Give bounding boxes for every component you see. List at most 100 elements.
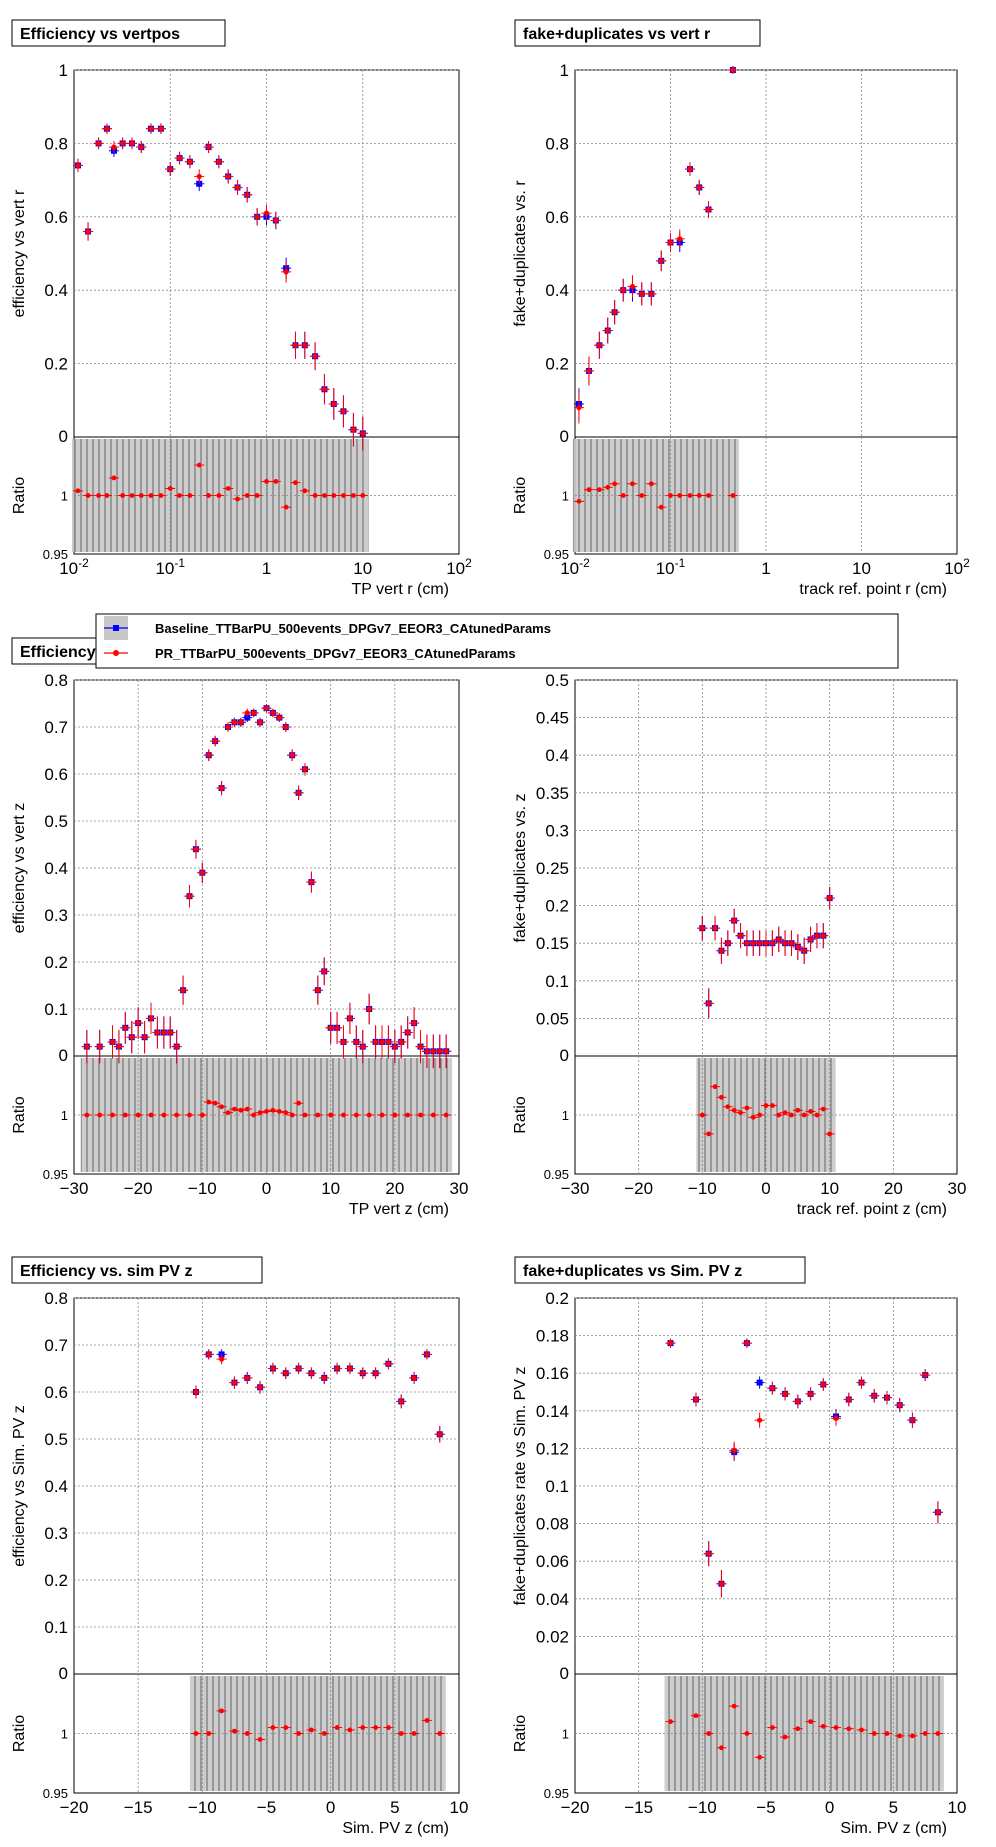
panel3-ytick-label: 0.5: [44, 812, 68, 831]
panel3-ratio-point: [405, 1112, 411, 1118]
panel1-series2-point: [321, 386, 328, 392]
panel1-xtick-label: 102: [446, 556, 472, 578]
panel1-series2-point: [244, 192, 250, 198]
panel1-ratio-point: [312, 493, 318, 498]
panel1-ratio-point: [75, 488, 81, 494]
panel5: 0.1 0.2 0.3 0.4 0.5 0.6 0.7 0.8 0 0.95 1 −20 −15 −10 −…: [11, 1256, 468, 1837]
panel6-series2-point: [922, 1372, 928, 1378]
panel5-ratio-point: [206, 1731, 212, 1736]
panel5-ytick-label: 0.6: [44, 1383, 68, 1402]
panel1-ytick-label: 1: [59, 61, 68, 80]
panel6-ratio-point: [757, 1754, 763, 1760]
panel6-ytick-label: 0.18: [536, 1327, 569, 1346]
panel2-series2-point: [612, 309, 618, 315]
panel1-xtick-label: 10-1: [155, 556, 185, 578]
panel6-ratio-ylabel: Ratio: [512, 1715, 529, 1752]
panel3-ratio-point: [135, 1112, 141, 1118]
panel3-series2-point: [417, 1044, 424, 1050]
panel6-series2-point: [833, 1415, 839, 1421]
panel3-series2-point: [360, 1044, 366, 1050]
panel4-series2-point: [827, 895, 833, 901]
panel6-series2-point: [884, 1395, 890, 1401]
panel4-xtick-label: 30: [948, 1179, 967, 1198]
panel3-series2-point: [186, 893, 193, 899]
panel1-ylabel: efficiency vs vert r: [11, 189, 28, 317]
panel3-xtick-label: 10: [321, 1179, 340, 1198]
panel4-xtick-label: 10: [820, 1179, 839, 1198]
panel3-ratio-point: [161, 1112, 167, 1118]
panel1-ratio-point: [177, 493, 182, 498]
panel3-series2-point: [225, 724, 231, 730]
panel5-ratio-point: [437, 1731, 443, 1736]
panel5-xtick-label: 5: [390, 1798, 399, 1817]
panel5-xtick-label: 0: [326, 1798, 335, 1817]
panel6-ratio-point: [782, 1734, 788, 1740]
panel1-series2-point: [196, 173, 202, 180]
panel3-series2-point: [180, 987, 186, 993]
panel6-xtick-label: −15: [624, 1798, 653, 1817]
panel2-ratio-point: [687, 493, 693, 498]
panel3-ratio-point: [264, 1109, 269, 1114]
panel3-series2-point: [315, 987, 321, 993]
panel3-series2-point: [398, 1039, 404, 1045]
panel1-series2-point: [273, 217, 279, 224]
panel1-series2-point: [254, 214, 260, 220]
panel1-ratio-point: [264, 479, 269, 484]
panel3-ratio-point: [379, 1112, 385, 1118]
panel3-series2-point: [97, 1044, 103, 1050]
panel3-ratio-point: [219, 1104, 224, 1110]
panel2-ytick-label: 0.4: [545, 281, 569, 300]
panel5-ytick-label: 0.3: [44, 1524, 68, 1543]
panel3-xtick-label: 20: [385, 1179, 404, 1198]
panel3-ratio-point: [257, 1110, 263, 1116]
panel5-ratio-point: [232, 1728, 237, 1734]
panel4-ratio-point: [795, 1107, 801, 1113]
panel4-ratio-point: [699, 1112, 705, 1118]
panel5-ratio-point: [347, 1727, 353, 1733]
panel6-series2-point: [769, 1385, 775, 1391]
panel4-ylabel: fake+duplicates vs. z: [512, 794, 529, 943]
panel2-xtick-label: 10: [852, 559, 871, 578]
panel6-ratio-point: [935, 1731, 941, 1736]
panel2-series2-point: [730, 67, 736, 73]
panel2-ratio-point: [730, 493, 736, 498]
panel2-xtick-label: 10-1: [656, 556, 686, 578]
panel3-ratio-point: [296, 1100, 301, 1106]
panel1-ratio-point: [225, 486, 231, 491]
panel3-ytick-label: 0.3: [44, 906, 68, 925]
panel5-series2-point: [385, 1361, 392, 1367]
panel4-ratio-point: [744, 1105, 750, 1111]
panel1-ratio-point: [120, 493, 126, 498]
panel4-series2-point: [788, 940, 795, 946]
panel5-ytick-zero: 0: [59, 1664, 68, 1683]
panel2-ytick-zero: 0: [560, 427, 569, 446]
panel4-series2-point: [801, 948, 807, 954]
panel1-ytick-label: 0.4: [44, 281, 68, 300]
panel4-ratio-point: [789, 1112, 794, 1118]
panel6-ratio-point: [808, 1719, 813, 1724]
panel5-ytick-label: 0.7: [44, 1336, 68, 1355]
panel3-series2-point: [263, 705, 270, 711]
panel3-series2-point: [251, 710, 257, 716]
panel2-series2-point: [677, 236, 683, 242]
panel5-series2-point: [321, 1375, 327, 1381]
panel6-ytick-label: 0.02: [536, 1627, 569, 1646]
panel3-ratio-point: [122, 1112, 128, 1118]
panel4-series2-point: [744, 940, 750, 946]
panel2-ytick-label: 1: [560, 61, 569, 80]
panel4-series2-point: [769, 940, 775, 946]
panel6-series2-point: [757, 1417, 763, 1423]
panel3-ratio-point: [206, 1099, 212, 1105]
panel3-series2-point: [295, 790, 302, 796]
panel2-series2-point: [687, 166, 693, 172]
panel2-xtick-label: 1: [761, 559, 770, 578]
panel1-series2-point: [292, 342, 299, 348]
panel3-series2-point: [276, 715, 282, 721]
panel1-series2-point: [234, 184, 241, 191]
panel1-ratio-point: [104, 493, 110, 498]
panel3-series2-point: [122, 1025, 128, 1031]
panel4-xlabel: track ref. point z (cm): [797, 1201, 947, 1218]
panel3-ratio-point: [353, 1112, 359, 1118]
panel1-series2-point: [129, 140, 135, 146]
